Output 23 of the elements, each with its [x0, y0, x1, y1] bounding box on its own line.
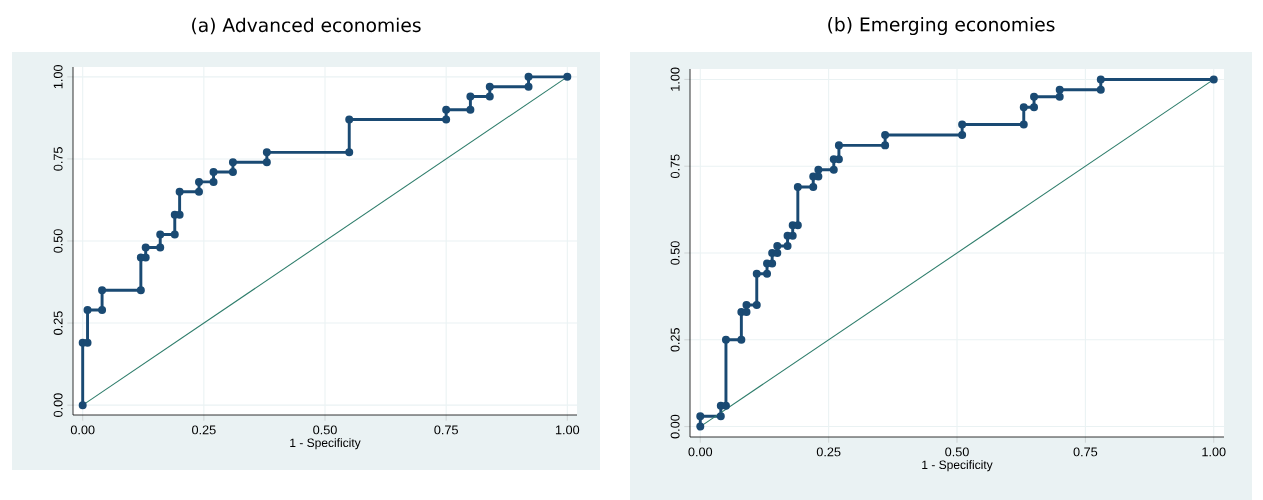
y-tick-label: 0.25: [670, 327, 680, 352]
x-tick-label: 0.00: [70, 425, 95, 435]
y-tick-label: 0.00: [53, 393, 63, 417]
x-tick-label: 0.75: [1073, 447, 1098, 457]
x-axis-title: 1 - Specificity: [922, 460, 993, 472]
x-tick-label: 0.25: [816, 447, 841, 457]
y-tick-label: 1.00: [670, 67, 680, 91]
x-tick-label: 0.25: [192, 425, 216, 435]
x-tick-label: 0.75: [434, 425, 458, 435]
y-tick-label: 0.75: [53, 147, 63, 171]
x-tick-label: 0.00: [688, 447, 713, 457]
y-tick-label: 0.50: [670, 241, 680, 265]
y-tick-label: 1.00: [53, 65, 63, 89]
chart-title: (b) Emerging economies: [828, 16, 1055, 36]
x-tick-label: 1.00: [555, 425, 580, 435]
y-tick-label: 0.25: [53, 311, 63, 335]
x-axis-title: 1 - Specificity: [290, 438, 361, 450]
y-tick-label: 0.75: [670, 154, 680, 179]
x-tick-label: 0.50: [945, 447, 969, 457]
x-tick-label: 0.50: [313, 425, 337, 435]
y-tick-label: 0.50: [53, 229, 63, 253]
x-tick-label: 1.00: [1202, 447, 1226, 457]
chart-title: (a) Advanced economies: [192, 17, 421, 35]
